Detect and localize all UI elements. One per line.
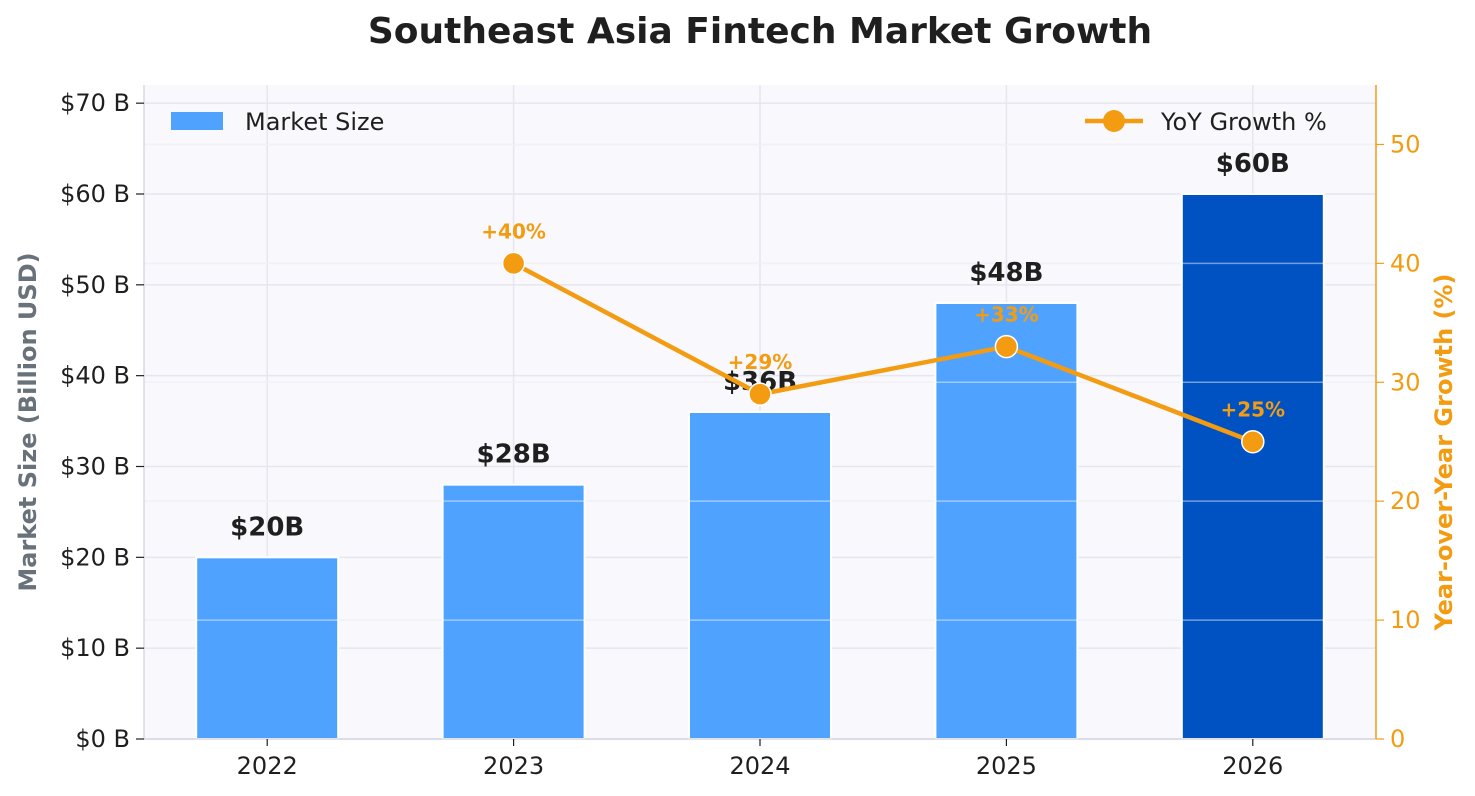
growth-label-2023: +40% (481, 219, 546, 243)
left-tick-label-1: $10 B (60, 634, 130, 662)
legend-label-market-size: Market Size (245, 108, 384, 136)
bar-label-2026: $60B (1216, 149, 1290, 179)
right-tick-label-5: 50 (1390, 130, 1421, 158)
x-tick-label-2024: 2024 (729, 752, 790, 780)
left-tick-label-7: $70 B (60, 89, 130, 117)
left-tick-label-3: $30 B (60, 453, 130, 481)
plot-area: $20B$28B$36B$48B$60B$0 B$10 B$20 B$30 B$… (14, 85, 1458, 780)
x-tick-label-2023: 2023 (483, 752, 544, 780)
bar-label-2023: $28B (477, 440, 551, 470)
left-tick-label-0: $0 B (75, 725, 130, 753)
y-axis-label-left: Market Size (Billion USD) (14, 252, 42, 591)
legend-marker-yoy (1103, 110, 1125, 132)
bar-2025 (934, 302, 1079, 740)
right-tick-label-1: 10 (1390, 606, 1421, 634)
y-axis-label-right: Year-over-Year Growth (%) (1430, 273, 1458, 631)
growth-label-2026: +25% (1220, 398, 1285, 422)
growth-label-2025: +33% (974, 303, 1039, 327)
growth-point-2026 (1241, 429, 1265, 454)
growth-point-2024 (748, 382, 772, 406)
left-tick-label-6: $60 B (60, 180, 130, 208)
left-tick-label-4: $40 B (60, 362, 130, 390)
right-tick-label-0: 0 (1390, 725, 1405, 753)
bar-2024 (688, 411, 832, 740)
growth-label-2024: +29% (728, 350, 793, 374)
right-tick-label-2: 20 (1390, 487, 1421, 515)
right-tick-label-3: 30 (1390, 368, 1421, 396)
right-tick-label-4: 40 (1390, 249, 1421, 277)
chart-title: Southeast Asia Fintech Market Growth (368, 11, 1152, 52)
growth-point-2023 (501, 251, 526, 276)
bar-2026 (1180, 193, 1325, 740)
growth-line (512, 261, 1254, 444)
x-tick-label-2026: 2026 (1222, 752, 1283, 780)
bar-label-2025: $48B (969, 258, 1043, 288)
left-tick-label-5: $50 B (60, 271, 130, 299)
legend-label-yoy: YoY Growth % (1160, 108, 1327, 136)
left-tick-label-2: $20 B (60, 543, 130, 571)
bar-label-2022: $20B (230, 512, 304, 542)
growth-point-2025 (994, 334, 1019, 359)
bar-2022 (195, 556, 340, 740)
legend-swatch-market-size (171, 112, 223, 130)
x-tick-label-2022: 2022 (237, 752, 298, 780)
bar-2023 (441, 483, 586, 740)
x-tick-label-2025: 2025 (976, 752, 1037, 780)
